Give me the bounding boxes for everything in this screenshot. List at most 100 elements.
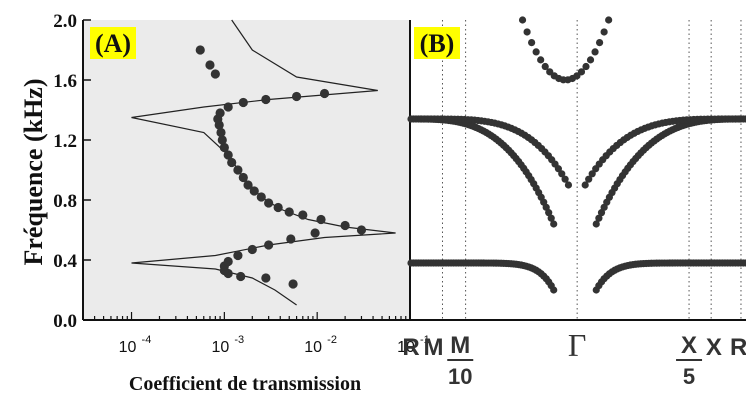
data-point: [227, 157, 237, 168]
x-tick-exponent: -3: [234, 334, 244, 346]
gamma-label: Γ: [568, 327, 587, 363]
data-point: [219, 142, 229, 153]
data-point: [238, 172, 248, 183]
panel-a: 0.0 0.4 0.8 1.2 1.6 2.0 10 -4 10 -3 10 -2 10 -1 (A): [53, 11, 430, 356]
x-tick-exponent: -2: [327, 334, 337, 346]
panel-a-y-ticks: 0.0 0.4 0.8 1.2 1.6 2.0: [53, 11, 91, 332]
band-point: [558, 170, 566, 178]
data-point: [264, 240, 274, 250]
data-point: [340, 220, 350, 231]
panel-b-background: [411, 20, 746, 320]
data-point: [288, 279, 298, 289]
data-point: [195, 45, 205, 55]
data-point: [247, 244, 257, 255]
band-point: [735, 115, 743, 123]
data-point: [223, 102, 233, 112]
y-tick-label: 0.0: [53, 311, 77, 332]
band-point: [550, 286, 558, 294]
band-point: [600, 28, 608, 36]
band-point: [588, 170, 596, 178]
y-tick-label: 0.8: [53, 191, 77, 212]
data-point: [223, 150, 233, 160]
data-point: [284, 207, 294, 217]
band-point: [564, 181, 573, 189]
band-point: [595, 214, 603, 222]
band-point: [532, 48, 540, 56]
x-axis-title: Coefficient de transmission: [129, 373, 361, 395]
x-tick-label: 10: [397, 339, 415, 356]
symmetry-point-label: R: [402, 334, 419, 361]
data-point: [216, 127, 226, 138]
data-point: [261, 94, 271, 105]
data-point: [210, 69, 220, 79]
data-point: [223, 256, 233, 267]
panel-b-label: (B): [420, 29, 455, 58]
x-tick-exponent: -1: [420, 334, 430, 346]
band-point: [595, 39, 604, 47]
band-point: [592, 220, 600, 228]
band-point: [541, 62, 549, 71]
data-point: [261, 273, 271, 283]
data-point: [310, 228, 320, 238]
data-point: [256, 192, 266, 202]
data-point: [264, 198, 274, 208]
band-point: [547, 214, 555, 222]
panel-a-background: [83, 20, 410, 320]
symmetry-point-label: X: [706, 334, 722, 361]
y-tick-label: 2.0: [53, 11, 77, 32]
fraction-numerator: M: [450, 332, 470, 359]
band-point: [542, 203, 550, 211]
data-point: [319, 88, 330, 99]
data-point: [356, 225, 367, 235]
panel-a-x-ticks: 10 -4 10 -3 10 -2 10 -1: [82, 312, 430, 356]
x-tick-label: 10: [304, 339, 322, 356]
band-point: [585, 175, 593, 183]
data-point: [243, 180, 253, 190]
band-point: [561, 175, 569, 183]
symmetry-point-label: R: [730, 334, 746, 361]
data-point: [286, 234, 296, 244]
band-point: [742, 259, 746, 267]
data-point: [233, 250, 243, 261]
y-tick-label: 0.4: [53, 251, 77, 272]
panel-b-symmetry-lines: [441, 20, 742, 320]
x-tick-label: 10: [119, 339, 137, 356]
band-point: [523, 28, 531, 36]
data-point: [298, 210, 308, 220]
panel-b-dispersion-points: [407, 16, 746, 294]
band-point: [577, 68, 586, 76]
data-point: [233, 165, 243, 175]
symmetry-point-label: M: [423, 334, 443, 361]
data-point: [238, 97, 248, 108]
band-point: [591, 48, 599, 56]
y-tick-label: 1.6: [53, 71, 77, 92]
band-point: [597, 209, 606, 217]
data-point: [236, 271, 246, 282]
band-point: [545, 209, 553, 217]
y-tick-label: 1.2: [53, 131, 77, 152]
x-tick-label: 10: [211, 339, 229, 356]
panel-b-label-bg: [414, 27, 460, 59]
band-point: [550, 220, 558, 228]
fraction-numerator: X: [681, 332, 697, 359]
band-point: [605, 16, 613, 24]
y-axis-title: Fréquence (kHz): [19, 78, 48, 265]
panel-a-label: (A): [95, 29, 131, 58]
panel-a-data-points: [195, 45, 367, 289]
band-point: [537, 56, 545, 64]
band-point: [586, 56, 595, 64]
data-point: [316, 214, 326, 225]
data-point: [215, 108, 225, 118]
band-point: [581, 181, 589, 189]
fraction-denominator: 10: [448, 364, 472, 389]
band-point: [742, 115, 746, 123]
x-tick-exponent: -4: [142, 334, 152, 346]
band-point: [528, 39, 536, 47]
data-point: [249, 186, 259, 196]
data-point: [291, 91, 302, 102]
band-point: [582, 62, 590, 71]
